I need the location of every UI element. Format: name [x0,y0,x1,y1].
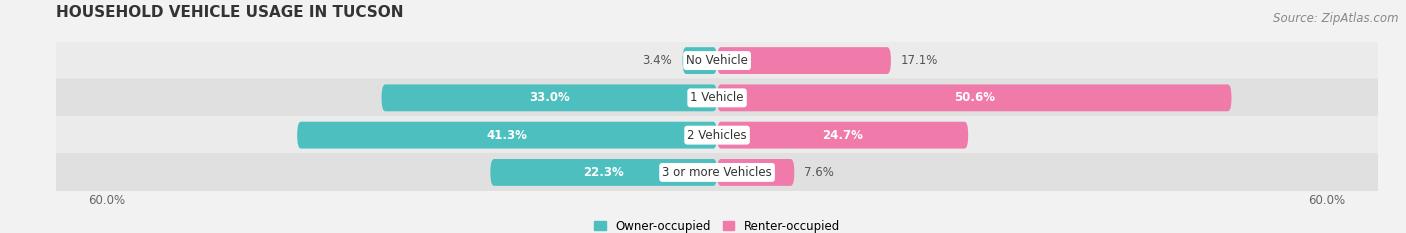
FancyBboxPatch shape [56,116,1378,154]
FancyBboxPatch shape [56,79,1378,117]
Text: Source: ZipAtlas.com: Source: ZipAtlas.com [1274,12,1399,25]
FancyBboxPatch shape [682,47,717,74]
FancyBboxPatch shape [717,159,794,186]
FancyBboxPatch shape [56,153,1378,192]
Text: 41.3%: 41.3% [486,129,527,142]
FancyBboxPatch shape [56,41,1378,80]
Text: 33.0%: 33.0% [529,91,569,104]
Text: 17.1%: 17.1% [901,54,938,67]
Text: HOUSEHOLD VEHICLE USAGE IN TUCSON: HOUSEHOLD VEHICLE USAGE IN TUCSON [56,5,404,20]
FancyBboxPatch shape [717,47,891,74]
FancyBboxPatch shape [717,84,1232,111]
Legend: Owner-occupied, Renter-occupied: Owner-occupied, Renter-occupied [589,215,845,233]
Text: 2 Vehicles: 2 Vehicles [688,129,747,142]
Text: 3 or more Vehicles: 3 or more Vehicles [662,166,772,179]
Text: 24.7%: 24.7% [823,129,863,142]
Text: 3.4%: 3.4% [643,54,672,67]
Text: No Vehicle: No Vehicle [686,54,748,67]
Text: 7.6%: 7.6% [804,166,834,179]
Text: 1 Vehicle: 1 Vehicle [690,91,744,104]
FancyBboxPatch shape [381,84,717,111]
Text: 50.6%: 50.6% [953,91,995,104]
FancyBboxPatch shape [297,122,717,149]
FancyBboxPatch shape [491,159,717,186]
Text: 22.3%: 22.3% [583,166,624,179]
FancyBboxPatch shape [717,122,969,149]
